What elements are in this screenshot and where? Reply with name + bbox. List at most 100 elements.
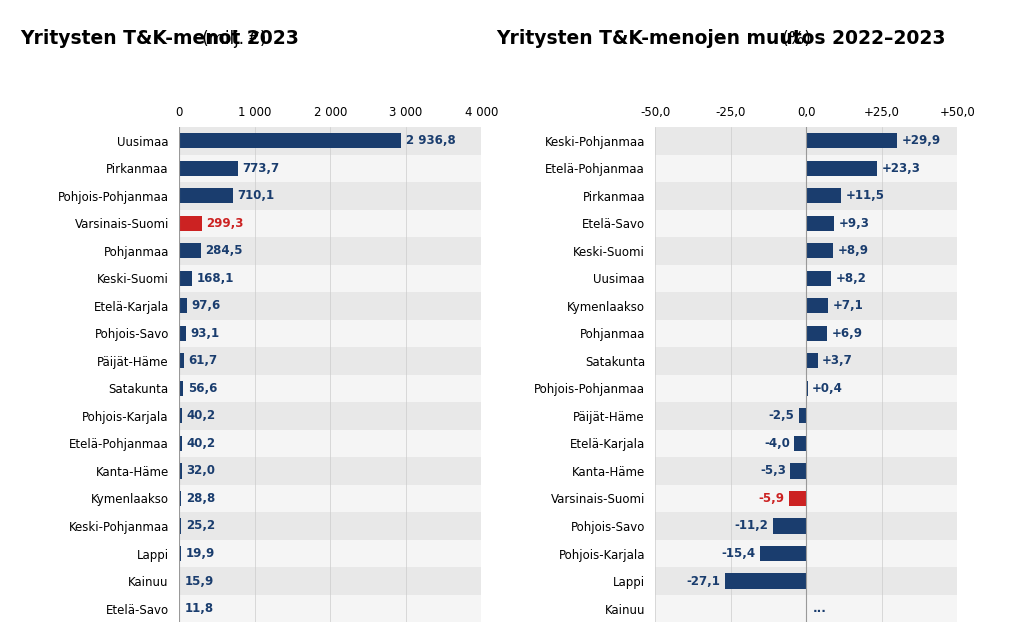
Bar [807,271,831,286]
Bar [179,298,186,314]
Text: 773,7: 773,7 [242,162,280,175]
Bar [179,430,481,457]
Bar [179,512,481,540]
Bar [788,491,807,506]
Bar [799,408,807,424]
Text: 284,5: 284,5 [205,244,243,257]
Bar [179,573,180,589]
Text: -2,5: -2,5 [768,410,795,422]
Bar [655,210,957,237]
Bar [179,127,481,154]
Text: 2 936,8: 2 936,8 [406,134,456,147]
Bar [179,567,481,595]
Text: 19,9: 19,9 [185,547,214,560]
Text: +29,9: +29,9 [901,134,940,147]
Text: -5,9: -5,9 [758,492,784,505]
Bar [655,540,957,567]
Text: 168,1: 168,1 [197,272,233,285]
Bar [179,271,191,286]
Text: +9,3: +9,3 [839,217,870,230]
Bar [179,408,182,424]
Text: -27,1: -27,1 [686,575,720,587]
Text: -5,3: -5,3 [760,464,785,478]
Bar [179,265,481,292]
Bar [179,436,182,451]
Bar [655,512,957,540]
Text: 25,2: 25,2 [185,519,215,533]
Bar [179,347,481,375]
Text: (%): (%) [777,30,811,48]
Bar [179,546,180,561]
Bar [179,326,186,341]
Bar [179,182,481,210]
Bar [795,436,807,451]
Bar [179,161,238,176]
Bar [179,353,184,368]
Text: 56,6: 56,6 [188,382,217,395]
Bar [807,188,841,203]
Bar [179,402,481,430]
Text: +6,9: +6,9 [831,327,863,340]
Bar [725,573,807,589]
Bar [807,161,877,176]
Bar [807,353,817,368]
Bar [807,133,897,149]
Bar [807,326,827,341]
Bar [179,540,481,567]
Text: 93,1: 93,1 [190,327,220,340]
Text: 15,9: 15,9 [185,575,214,587]
Bar [655,402,957,430]
Bar [179,154,481,182]
Text: 40,2: 40,2 [186,410,216,422]
Text: ...: ... [812,602,826,615]
Text: 28,8: 28,8 [186,492,215,505]
Bar [772,518,807,533]
Bar [655,457,957,485]
Bar [179,457,481,485]
Bar [179,381,183,396]
Bar [655,154,957,182]
Bar [179,491,181,506]
Text: Yritysten T&K-menot 2023: Yritysten T&K-menot 2023 [20,29,299,48]
Bar [655,485,957,512]
Bar [179,243,201,258]
Bar [655,375,957,402]
Bar [807,243,834,258]
Text: +8,2: +8,2 [836,272,866,285]
Bar [179,237,481,265]
Text: +8,9: +8,9 [838,244,868,257]
Text: -4,0: -4,0 [764,437,790,450]
Bar [179,188,232,203]
Bar [179,216,202,231]
Bar [179,485,481,512]
Bar [179,595,481,622]
Bar [760,546,807,561]
Text: +0,4: +0,4 [812,382,843,395]
Bar [179,292,481,319]
Text: Yritysten T&K-menojen muutos 2022–2023: Yritysten T&K-menojen muutos 2022–2023 [497,29,946,48]
Text: 61,7: 61,7 [188,354,217,368]
Bar [179,375,481,402]
Bar [655,430,957,457]
Bar [807,381,808,396]
Text: +3,7: +3,7 [822,354,853,368]
Bar [179,464,181,479]
Text: -11,2: -11,2 [734,519,768,533]
Bar [807,298,827,314]
Text: +23,3: +23,3 [882,162,921,175]
Text: -15,4: -15,4 [721,547,756,560]
Bar [655,182,957,210]
Text: 11,8: 11,8 [184,602,214,615]
Text: 97,6: 97,6 [191,299,220,312]
Bar [655,595,957,622]
Bar [655,292,957,319]
Bar [179,210,481,237]
Text: 40,2: 40,2 [186,437,216,450]
Text: +7,1: +7,1 [833,299,863,312]
Bar [655,265,957,292]
Text: 710,1: 710,1 [238,189,274,203]
Bar [655,319,957,347]
Bar [655,237,957,265]
Bar [791,464,807,479]
Bar [655,127,957,154]
